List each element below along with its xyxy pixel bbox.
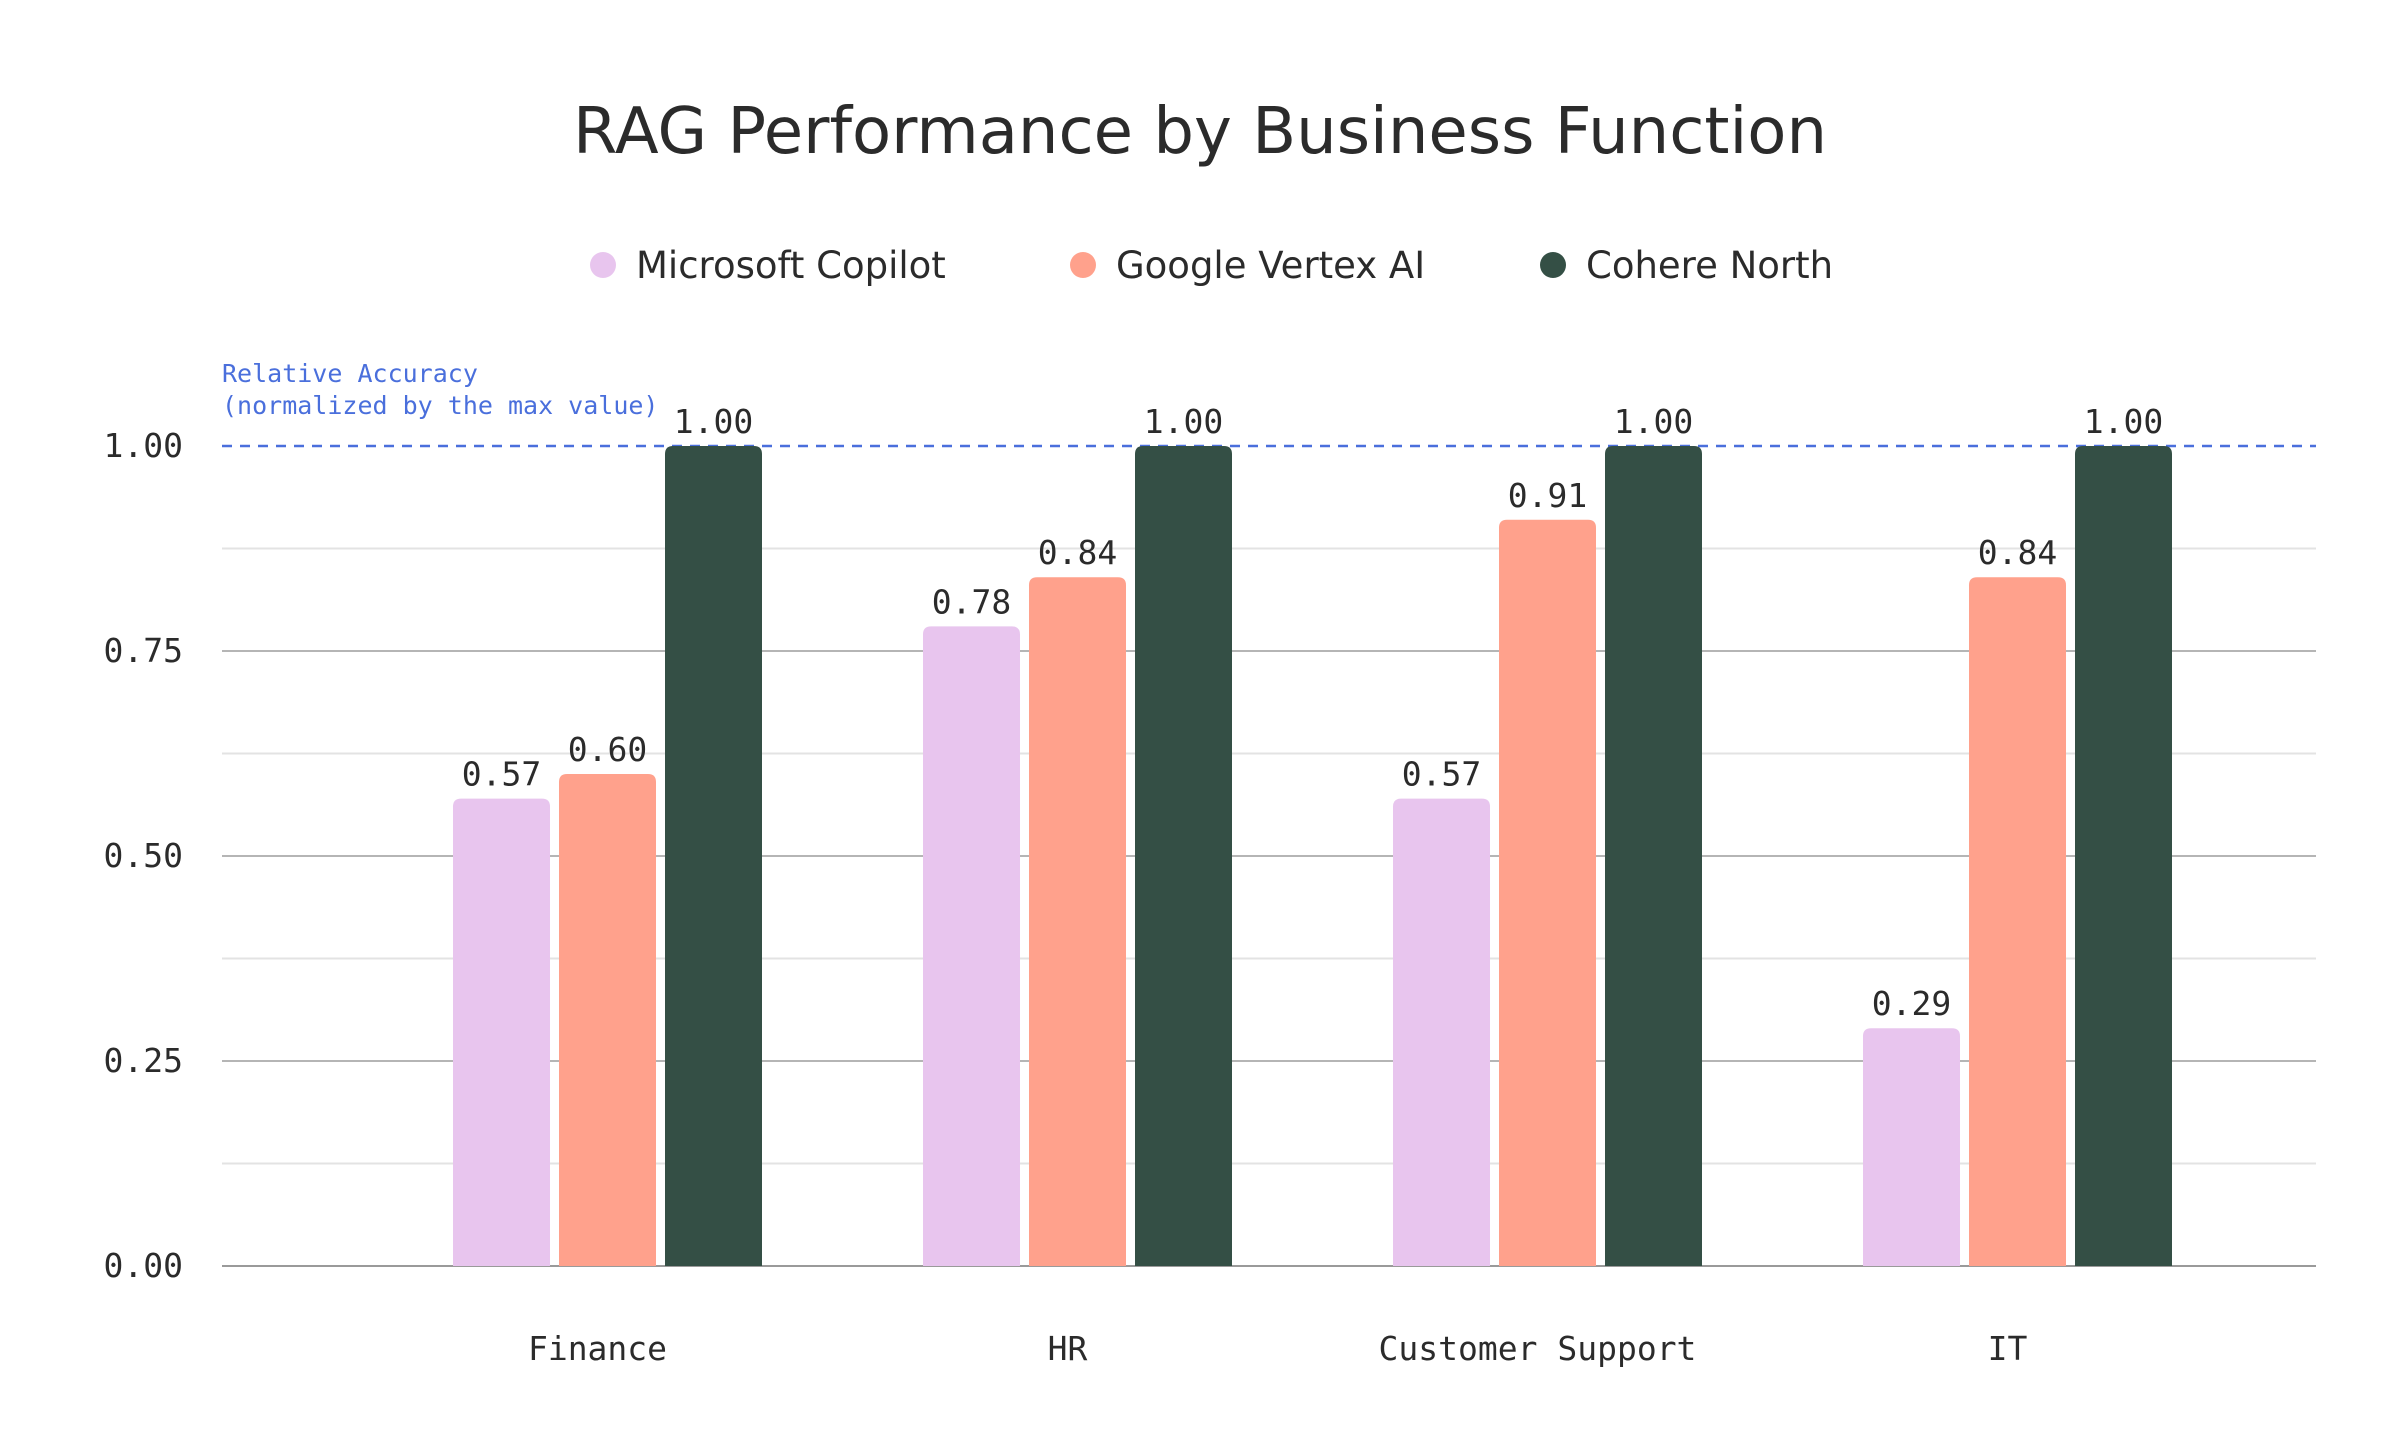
data-label: 1.00 (2084, 402, 2163, 441)
legend: Microsoft Copilot Google Vertex AI Coher… (0, 240, 2400, 290)
annotation-line1: Relative Accuracy (222, 359, 478, 388)
x-tick-label: HR (1048, 1329, 1088, 1368)
bar-cohere-north-hr (1135, 446, 1232, 1266)
data-label: 0.91 (1508, 476, 1587, 515)
bar-microsoft-copilot-hr (923, 626, 1020, 1266)
bar-google-vertex-ai-customer-support (1499, 519, 1596, 1266)
y-tick-label: 1.00 (104, 426, 183, 465)
x-tick-label: Finance (528, 1329, 667, 1368)
y-tick-label: 0.50 (104, 836, 183, 875)
x-tick-label: IT (1988, 1329, 2028, 1368)
legend-swatch-google-vertex-ai (1070, 252, 1096, 278)
data-label: 0.57 (1402, 755, 1481, 794)
legend-swatch-cohere-north (1540, 252, 1566, 278)
legend-item-cohere-north: Cohere North (1540, 240, 1833, 290)
y-tick-label: 0.00 (104, 1246, 183, 1285)
data-label: 1.00 (1614, 402, 1693, 441)
y-tick-label: 0.25 (104, 1041, 183, 1080)
bar-google-vertex-ai-hr (1029, 577, 1126, 1266)
data-label: 1.00 (1144, 402, 1223, 441)
data-label: 0.29 (1872, 984, 1951, 1023)
bar-google-vertex-ai-it (1969, 577, 2066, 1266)
legend-swatch-microsoft-copilot (590, 252, 616, 278)
bar-cohere-north-finance (665, 446, 762, 1266)
legend-label-google-vertex-ai: Google Vertex AI (1116, 243, 1426, 287)
data-label: 0.84 (1038, 533, 1117, 572)
bar-cohere-north-it (2075, 446, 2172, 1266)
data-label: 1.00 (674, 402, 753, 441)
annotation-line2: (normalized by the max value) (222, 391, 659, 420)
data-label: 0.57 (462, 755, 541, 794)
legend-item-google-vertex-ai: Google Vertex AI (1070, 240, 1425, 290)
bar-microsoft-copilot-customer-support (1393, 798, 1490, 1266)
data-label: 0.84 (1978, 533, 2057, 572)
bar-google-vertex-ai-finance (559, 774, 656, 1266)
data-label: 0.78 (932, 582, 1011, 621)
chart-title: RAG Performance by Business Function (573, 95, 1827, 169)
data-label: 0.60 (568, 730, 647, 769)
bar-cohere-north-customer-support (1605, 446, 1702, 1266)
bar-microsoft-copilot-finance (453, 798, 550, 1266)
x-tick-label: Customer Support (1379, 1329, 1697, 1368)
legend-label-cohere-north: Cohere North (1586, 243, 1834, 287)
bar-microsoft-copilot-it (1863, 1028, 1960, 1266)
legend-item-microsoft-copilot: Microsoft Copilot (590, 240, 946, 290)
legend-label-microsoft-copilot: Microsoft Copilot (636, 243, 946, 287)
y-tick-label: 0.75 (104, 631, 183, 670)
